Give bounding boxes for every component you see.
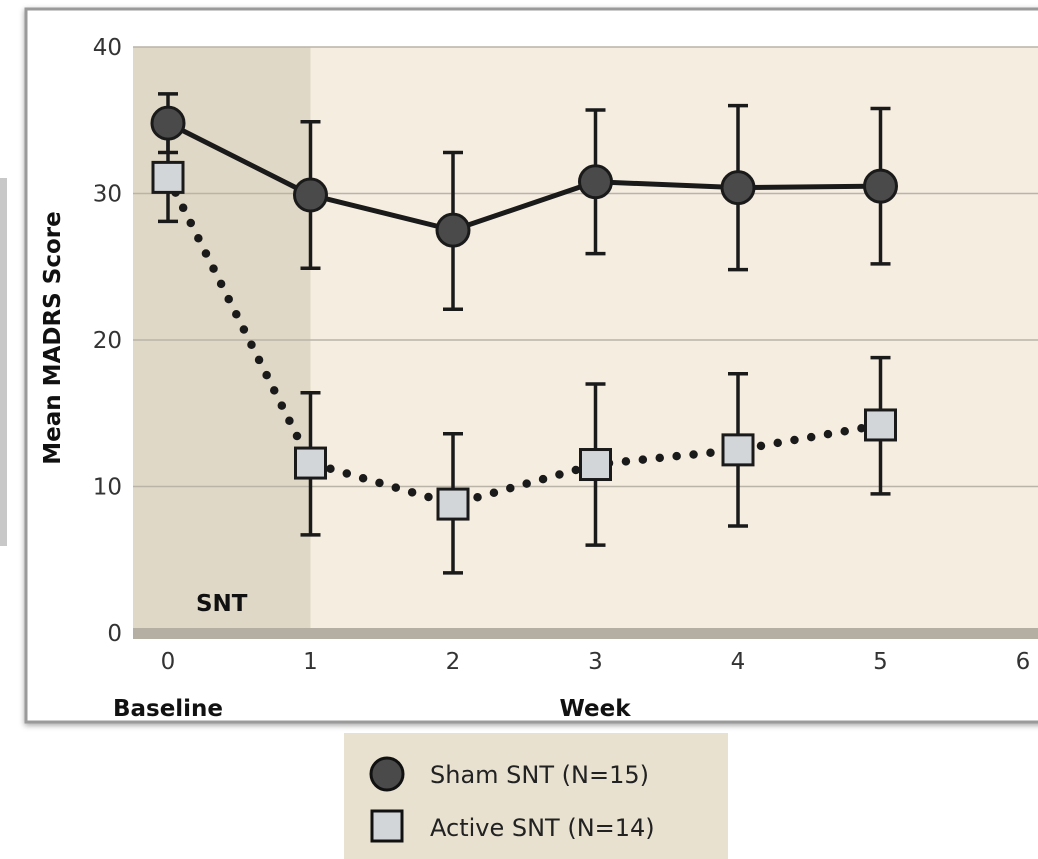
legend-label-sham: Sham SNT (N=15) [430,761,649,789]
series-layer [150,92,898,575]
y-axis-title: Mean MADRS Score [40,211,66,464]
sham-data-point [293,177,328,213]
sham-data-point [720,170,756,206]
y-tick-label-0: 0 [107,621,122,647]
active-series-line [163,173,885,509]
active-data-point [294,446,327,480]
x-tick-label-1: 1 [303,649,318,675]
active-data-point [436,487,470,521]
legend: Sham SNT (N=15) Active SNT (N=14) [344,733,728,859]
y-tick-label-10: 10 [93,475,122,501]
sham-data-point [863,168,898,204]
legend-marker-active [370,809,404,843]
x-axis-bar [133,628,1038,639]
legend-label-active: Active SNT (N=14) [430,814,655,842]
x-tick-label-5: 5 [873,649,888,675]
plot-area: SNT [133,46,1038,639]
y-tick-label-30: 30 [93,182,122,208]
active-data-point [864,408,897,442]
x-tick-label-6: 6 [1016,649,1031,675]
active-data-point [721,433,755,467]
x-tick-label-4: 4 [731,649,746,675]
x-tick-label-3: 3 [588,649,603,675]
sham-data-point [578,164,613,200]
snt-band-label: SNT [196,591,248,617]
sham-data-point [435,212,471,248]
axis-ticks: 0 10 20 30 40 0 1 2 3 4 5 6 [93,35,1031,675]
x-tick-label-0: 0 [161,649,176,675]
legend-marker-sham [369,756,405,792]
y-tick-label-20: 20 [93,328,122,354]
active-data-point [579,448,612,482]
legend-box [344,733,728,859]
side-panel [0,178,7,546]
x-tick-label-2: 2 [446,649,461,675]
active-data-point [151,160,185,194]
sham-data-point [150,105,186,141]
x-axis-title: Week [559,696,631,722]
y-tick-label-40: 40 [93,35,122,61]
baseline-label: Baseline [113,696,223,722]
sham-series-line [166,120,881,233]
